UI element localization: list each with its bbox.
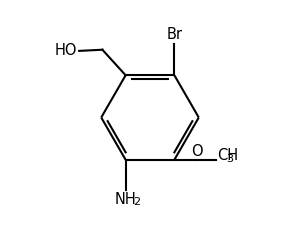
Text: CH: CH [217, 148, 238, 163]
Text: NH: NH [115, 192, 136, 207]
Text: Br: Br [167, 27, 182, 42]
Text: 3: 3 [226, 154, 233, 164]
Text: HO: HO [55, 43, 77, 58]
Text: 2: 2 [133, 197, 140, 207]
Text: O: O [190, 144, 202, 159]
